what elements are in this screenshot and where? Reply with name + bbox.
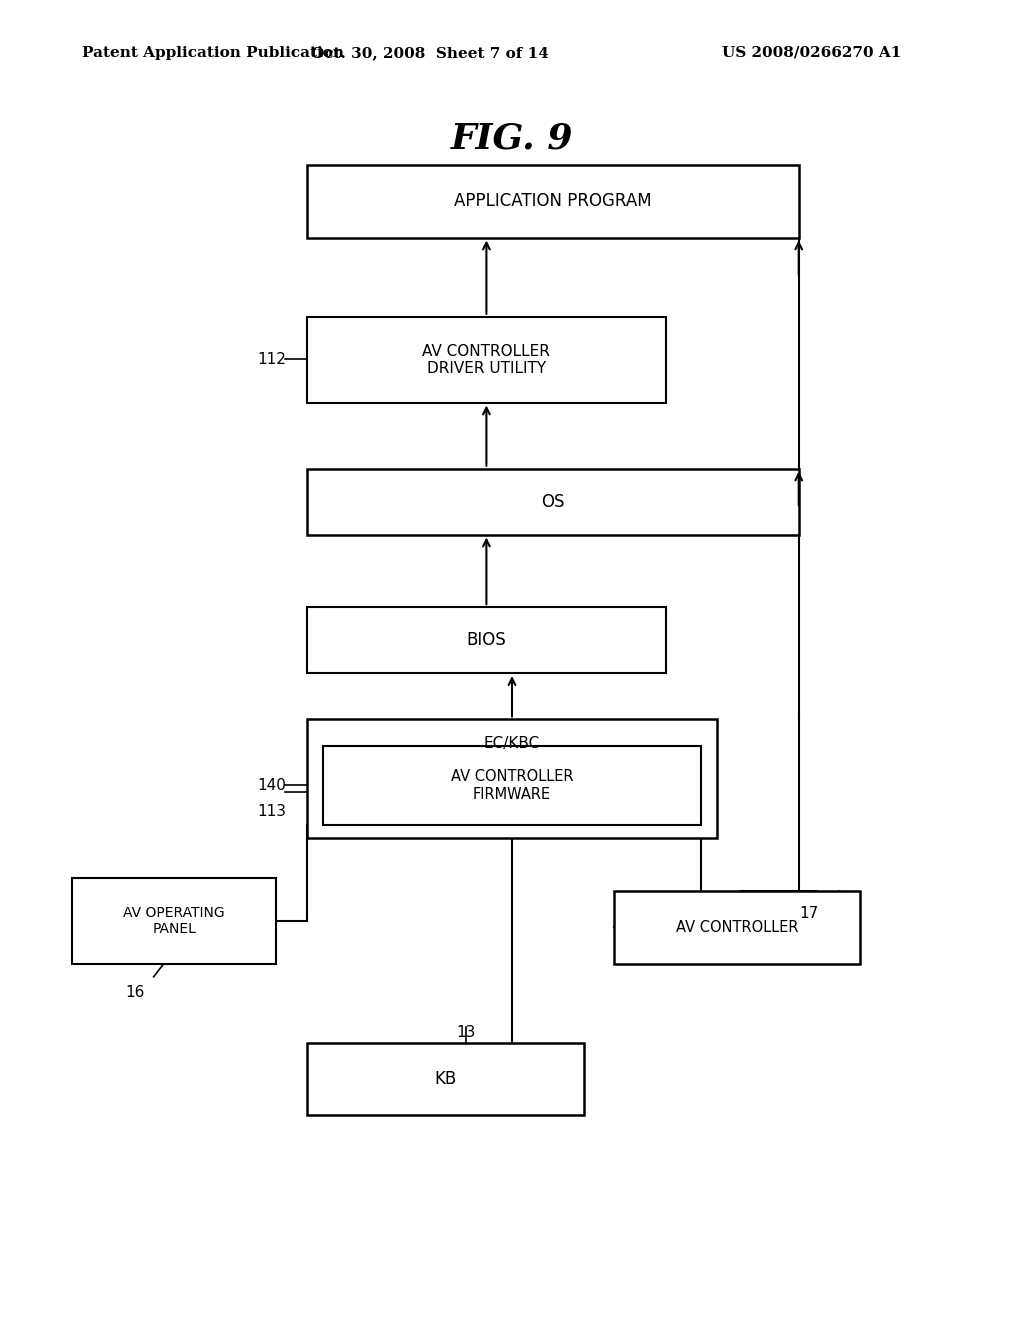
Text: APPLICATION PROGRAM: APPLICATION PROGRAM [455, 193, 651, 210]
Text: AV CONTROLLER
FIRMWARE: AV CONTROLLER FIRMWARE [451, 770, 573, 801]
FancyBboxPatch shape [307, 165, 799, 238]
Text: 13: 13 [457, 1024, 475, 1040]
Text: OS: OS [542, 492, 564, 511]
Text: Patent Application Publication: Patent Application Publication [82, 46, 344, 59]
Text: AV CONTROLLER
DRIVER UTILITY: AV CONTROLLER DRIVER UTILITY [423, 343, 550, 376]
Text: KB: KB [434, 1071, 457, 1088]
FancyBboxPatch shape [307, 317, 666, 403]
Text: US 2008/0266270 A1: US 2008/0266270 A1 [722, 46, 901, 59]
FancyBboxPatch shape [307, 1043, 584, 1115]
Text: BIOS: BIOS [467, 631, 506, 649]
FancyBboxPatch shape [323, 746, 701, 825]
FancyBboxPatch shape [307, 469, 799, 535]
Text: 16: 16 [126, 985, 144, 1001]
Text: AV OPERATING
PANEL: AV OPERATING PANEL [123, 906, 225, 936]
Text: AV CONTROLLER: AV CONTROLLER [676, 920, 799, 935]
Text: 140: 140 [257, 777, 286, 793]
Text: Oct. 30, 2008  Sheet 7 of 14: Oct. 30, 2008 Sheet 7 of 14 [311, 46, 549, 59]
FancyBboxPatch shape [614, 891, 860, 964]
Text: 113: 113 [257, 804, 286, 820]
Text: 112: 112 [257, 351, 286, 367]
FancyBboxPatch shape [307, 719, 717, 838]
FancyBboxPatch shape [307, 607, 666, 673]
Text: FIG. 9: FIG. 9 [451, 121, 573, 156]
FancyBboxPatch shape [72, 878, 276, 964]
Text: EC/KBC: EC/KBC [484, 735, 540, 751]
Text: 17: 17 [800, 906, 818, 921]
